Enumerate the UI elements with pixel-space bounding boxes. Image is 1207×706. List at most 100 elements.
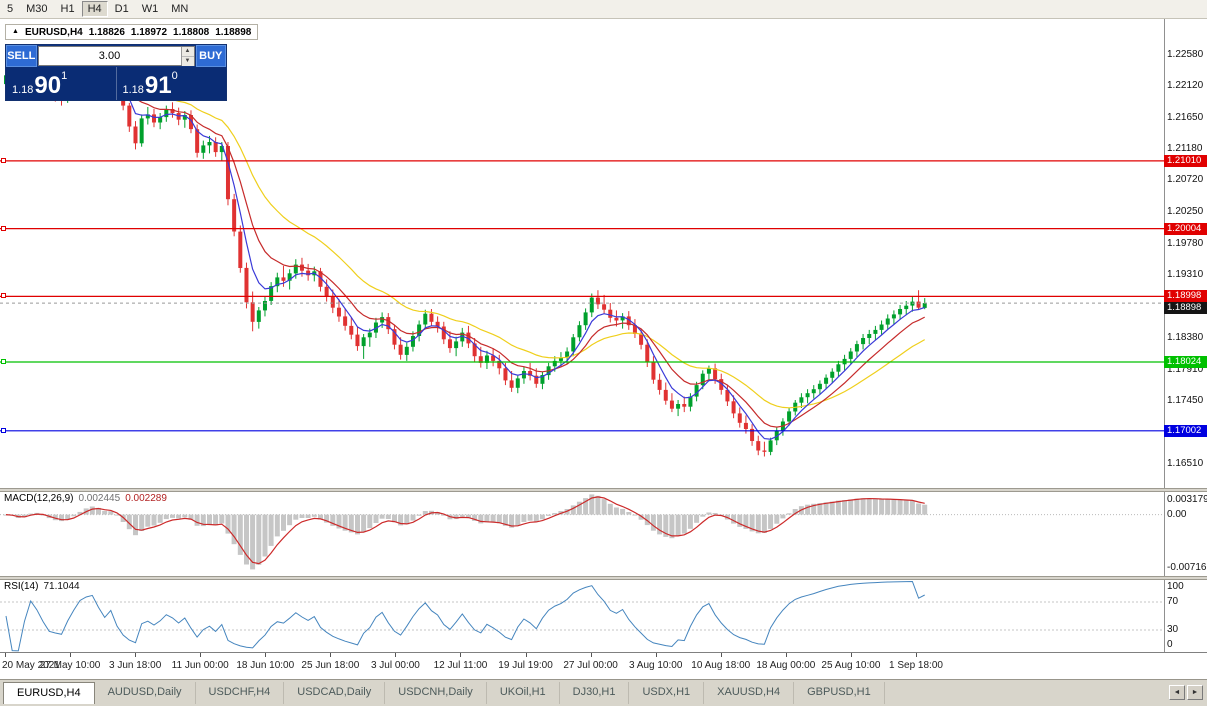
one-click-trading-panel: SELL ▲ ▼ BUY 1.18 90 1 1.18 bbox=[5, 44, 227, 101]
ask-pipette: 0 bbox=[171, 70, 178, 82]
ask-big-digits: 91 bbox=[144, 72, 172, 99]
macd-signal-line bbox=[5, 496, 925, 565]
price-axis-label: 1.18380 bbox=[1167, 331, 1204, 343]
tabs-scroll-right-icon[interactable]: ► bbox=[1187, 685, 1203, 700]
pane-splitter[interactable] bbox=[0, 488, 1207, 492]
macd-main-value: 0.002445 bbox=[78, 493, 121, 504]
time-axis-label: 3 Jun 18:00 bbox=[108, 660, 162, 671]
chart-tab-gbpusd-h1[interactable]: GBPUSD,H1 bbox=[794, 682, 885, 704]
time-tick bbox=[785, 653, 787, 657]
timeframe-h4[interactable]: H4 bbox=[81, 1, 108, 17]
price-axis-label: 1.16510 bbox=[1167, 457, 1204, 469]
ask-prefix: 1.18 bbox=[122, 84, 144, 96]
macd-pane[interactable] bbox=[0, 492, 1164, 576]
line-handle-1.18998[interactable] bbox=[1, 293, 6, 299]
ohlc-high: 1.18972 bbox=[130, 26, 168, 38]
macd-histogram bbox=[3, 494, 928, 570]
rsi-axis-0: 0 bbox=[1167, 639, 1173, 650]
chart-tab-usdchf-h4[interactable]: USDCHF,H4 bbox=[196, 682, 285, 704]
pane-splitter[interactable] bbox=[0, 576, 1207, 580]
moving-average-10 bbox=[5, 71, 925, 428]
candlestick-series bbox=[4, 49, 927, 457]
price-axis-label: 1.19310 bbox=[1167, 269, 1204, 281]
price-chart-pane[interactable] bbox=[0, 19, 1164, 488]
time-tick bbox=[655, 653, 657, 657]
time-axis-label: 3 Jul 00:00 bbox=[370, 660, 420, 671]
time-axis-label: 1 Sep 18:00 bbox=[889, 660, 943, 671]
time-axis-label: 27 May 10:00 bbox=[39, 660, 101, 671]
line-handle-1.20004[interactable] bbox=[1, 225, 6, 231]
time-axis-label: 11 Jun 00:00 bbox=[171, 660, 229, 671]
timeframe-5[interactable]: 5 bbox=[7, 3, 14, 15]
buy-button[interactable]: BUY bbox=[195, 45, 226, 67]
timeframe-mn[interactable]: MN bbox=[171, 3, 189, 15]
rsi-name: RSI(14) bbox=[4, 581, 39, 592]
line-handle-1.17002[interactable] bbox=[1, 427, 6, 433]
line-handle-1.18024[interactable] bbox=[1, 358, 6, 364]
macd-header: MACD(12,26,9) 0.002445 0.002289 bbox=[4, 493, 167, 504]
time-tick bbox=[330, 653, 332, 657]
line-handle-1.21010[interactable] bbox=[1, 157, 6, 163]
chart-tab-eurusd-h4[interactable]: EURUSD,H4 bbox=[3, 682, 95, 704]
timeframe-w1[interactable]: W1 bbox=[141, 3, 159, 15]
chart-tab-usdcad-daily[interactable]: USDCAD,Daily bbox=[284, 682, 386, 704]
rsi-axis-70: 70 bbox=[1167, 596, 1179, 607]
price-tag-1.18998: 1.18998 bbox=[1164, 290, 1207, 303]
time-tick bbox=[525, 653, 527, 657]
macd-axis-min: -0.007162 bbox=[1167, 562, 1207, 573]
time-axis-label: 18 Aug 00:00 bbox=[756, 660, 816, 671]
price-axis-label: 1.20250 bbox=[1167, 206, 1204, 218]
time-tick bbox=[460, 653, 462, 657]
symbol-tab-bar: EURUSD,H4 AUDUSD,Daily USDCHF,H4 USDCAD,Dai… bbox=[0, 679, 1207, 706]
bid-big-digits: 90 bbox=[34, 72, 62, 99]
bid-price[interactable]: 1.18 90 1 bbox=[6, 67, 116, 100]
chart-tab-usdx-h1[interactable]: USDX,H1 bbox=[629, 682, 705, 704]
chart-tab-dj30-h1[interactable]: DJ30,H1 bbox=[560, 682, 630, 704]
rsi-header: RSI(14) 71.1044 bbox=[4, 581, 80, 592]
timeframe-h1[interactable]: H1 bbox=[60, 3, 75, 15]
bid-pipette: 1 bbox=[61, 70, 68, 82]
price-axis-label: 1.21650 bbox=[1167, 111, 1204, 123]
price-axis-label: 1.17450 bbox=[1167, 394, 1204, 406]
moving-average-5 bbox=[5, 67, 925, 440]
timeframe-m30[interactable]: M30 bbox=[26, 3, 48, 15]
rsi-pane[interactable] bbox=[0, 580, 1164, 652]
time-axis-label: 18 Jun 10:00 bbox=[236, 660, 295, 671]
chart-window: ▲ EURUSD,H4 1.18826 1.18972 1.18808 1.18… bbox=[0, 19, 1207, 679]
price-axis-label: 1.21180 bbox=[1167, 143, 1203, 155]
volume-input[interactable] bbox=[38, 47, 181, 65]
rsi-value: 71.1044 bbox=[43, 581, 80, 592]
time-axis-label: 20 May 2021 bbox=[2, 660, 60, 671]
bid-prefix: 1.18 bbox=[12, 84, 34, 96]
price-axis-border bbox=[1164, 19, 1165, 652]
time-axis-label: 12 Jul 11:00 bbox=[433, 660, 488, 671]
chart-tab-xauusd-h4[interactable]: XAUUSD,H4 bbox=[704, 682, 795, 704]
price-axis-label: 1.22580 bbox=[1167, 49, 1204, 61]
time-axis-label: 25 Jun 18:00 bbox=[301, 660, 360, 671]
macd-name: MACD(12,26,9) bbox=[4, 493, 74, 504]
time-axis-label: 25 Aug 10:00 bbox=[821, 660, 881, 671]
time-tick bbox=[5, 653, 6, 657]
time-tick bbox=[590, 653, 592, 657]
ohlc-close: 1.18898 bbox=[215, 26, 252, 38]
sell-button[interactable]: SELL bbox=[6, 45, 37, 67]
volume-down-icon[interactable]: ▼ bbox=[181, 57, 194, 66]
price-tag-1.18024: 1.18024 bbox=[1164, 355, 1207, 368]
chart-tab-usdcnh-daily[interactable]: USDCNH,Daily bbox=[385, 682, 487, 704]
tabs-scroll-left-icon[interactable]: ◄ bbox=[1169, 685, 1185, 700]
chart-tab-audusd-daily[interactable]: AUDUSD,Daily bbox=[95, 682, 196, 704]
time-tick bbox=[265, 653, 267, 657]
time-axis: 20 May 2021 27 May 10:00 3 Jun 18:00 11 Jun… bbox=[0, 652, 1207, 679]
rsi-line bbox=[5, 580, 925, 652]
ask-price[interactable]: 1.18 91 0 bbox=[115, 67, 227, 100]
volume-up-icon[interactable]: ▲ bbox=[181, 47, 194, 57]
macd-signal-value: 0.002289 bbox=[125, 493, 167, 504]
time-axis-label: 3 Aug 10:00 bbox=[628, 660, 683, 671]
chart-symbol: EURUSD,H4 bbox=[24, 26, 83, 38]
moving-average-22 bbox=[5, 74, 925, 409]
timeframe-d1[interactable]: D1 bbox=[114, 3, 129, 15]
time-tick bbox=[200, 653, 202, 657]
price-axis-label: 1.19780 bbox=[1167, 237, 1204, 249]
time-axis-label: 19 Jul 19:00 bbox=[498, 660, 553, 671]
chart-tab-ukoil-h1[interactable]: UKOil,H1 bbox=[487, 682, 560, 704]
